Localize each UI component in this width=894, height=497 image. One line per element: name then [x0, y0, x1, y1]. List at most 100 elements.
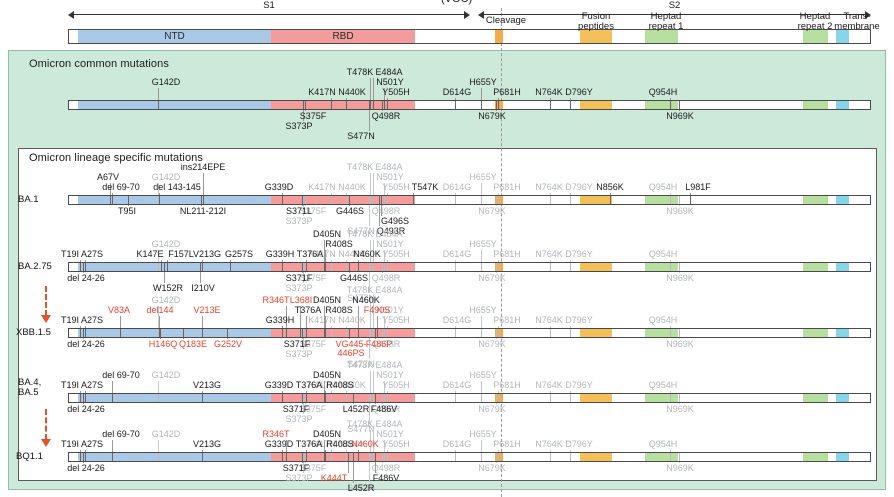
mutation-q498r-tick — [382, 101, 383, 109]
mutation-t376a-tick — [306, 329, 307, 337]
shared-mutation-n501y-leader — [384, 440, 385, 452]
mutation-s371f-tick — [302, 263, 303, 271]
shared-mutation-n764k-tick — [550, 329, 551, 337]
shared-mutation-y505h-label: Y505H — [382, 315, 410, 325]
lineage-bar-ba-1-segment-heptad-repeat-1 — [645, 196, 678, 204]
mutation-s371l-leader — [302, 205, 303, 206]
mutation-t19i-label: T19I — [60, 380, 80, 390]
mutation-r408s-leader — [325, 391, 326, 393]
shared-mutation-n501y-tick — [384, 329, 385, 337]
shared-mutation-q954h-label: Q954H — [648, 439, 678, 449]
mutation-d614g-leader — [455, 98, 456, 100]
shared-mutation-d796y-tick — [570, 196, 571, 204]
mutation-i210v-tick — [200, 263, 201, 271]
lineage-bar-ba-4-ba-5-segment-heptad-repeat-2 — [803, 394, 828, 402]
mutation-s371l-label: S371L — [285, 206, 313, 216]
shared-mutation-g142d-tick — [158, 453, 159, 461]
shared-mutation-e484a-label: E484A — [375, 162, 403, 172]
mutation-n440k-label: N440K — [338, 87, 366, 97]
s1-extent-arrow-right-arrowhead — [464, 10, 470, 19]
mutation-n679k-leader — [496, 110, 497, 111]
mutation-s375f-tick — [305, 101, 306, 109]
shared-mutation-d796y-label: D796Y — [565, 182, 593, 192]
shared-mutation-d614g-tick — [455, 394, 456, 402]
mutation-r408s-leader — [325, 316, 326, 328]
shared-mutation-p681h-tick — [498, 196, 499, 204]
lineage-bar-bq1-1-segment-ntd — [78, 453, 271, 461]
mutation-del144-label: del144 — [146, 305, 174, 315]
shared-mutation-s373p-label: S373P — [285, 216, 313, 226]
mutation-h146q-label: H146Q — [148, 339, 178, 349]
mutation-t547k-label: T547K — [411, 182, 439, 192]
shared-mutation-n679k-leader — [496, 338, 497, 339]
mutation-r346t-label: R346T — [262, 429, 290, 439]
shared-mutation-e484a-label: E484A — [375, 419, 403, 429]
mutation-g339d-tick — [282, 394, 283, 402]
shared-mutation-s375f-leader — [305, 403, 306, 404]
shared-mutation-n764k-leader — [550, 260, 551, 262]
shared-mutation-d796y-tick — [570, 453, 571, 461]
lineage-bar-ba-1-segment-heptad-repeat-2 — [803, 196, 828, 204]
mutation-del-69-70-leader — [112, 440, 113, 452]
mutation-del-24-26-label: del 24-26 — [67, 339, 105, 349]
shared-mutation-q954h-label: Q954H — [648, 182, 678, 192]
shared-mutation-d614g-tick — [455, 329, 456, 337]
lineage-bar-ba-2-75 — [68, 262, 871, 272]
mutation-nl211-212i-leader — [201, 205, 202, 206]
shared-mutation-h655y-label: H655Y — [469, 429, 497, 439]
shared-mutation-n764k-leader — [550, 391, 551, 393]
shared-mutation-p681h-leader — [498, 450, 499, 452]
shared-mutation-q954h-leader — [670, 260, 671, 262]
mutation-del-24-26-tick — [83, 263, 84, 271]
shared-mutation-s477n-leader — [369, 205, 370, 226]
shared-mutation-q498r-tick — [382, 196, 383, 204]
mutation-t376a-leader — [306, 391, 307, 393]
shared-mutation-s477n-label: S477N — [347, 424, 375, 434]
shared-mutation-g142d-tick — [158, 196, 159, 204]
shared-mutation-n440k-leader — [346, 391, 347, 393]
mutation-a27s-tick — [85, 453, 86, 461]
shared-mutation-e484a-tick — [373, 394, 374, 402]
shared-mutation-d614g-leader — [455, 391, 456, 393]
shared-mutation-n440k-label: N440K — [338, 249, 366, 259]
lineage-bar-ba-1-segment-fusion-peptides — [580, 196, 612, 204]
mutation-v213g-tick — [202, 394, 203, 402]
shared-mutation-s373p-leader — [303, 272, 304, 283]
mutation-t19i-leader — [80, 450, 81, 452]
mutation-q183e-label: Q183E — [178, 339, 208, 349]
shared-mutation-s375f-tick — [305, 329, 306, 337]
shared-mutation-n501y-label: N501Y — [376, 239, 404, 249]
shared-mutation-n501y-tick — [384, 196, 385, 204]
spike-schematic-bar-segment-heptad-repeat-1 — [645, 30, 678, 43]
shared-mutation-d614g-tick — [455, 196, 456, 204]
shared-mutation-n764k-leader — [550, 193, 551, 195]
mutation-q498r-label: Q498R — [371, 111, 401, 121]
mutation-n764k-leader — [550, 98, 551, 100]
mutation-del-69-70-tick — [112, 394, 113, 402]
mutation-d405n-tick — [324, 394, 325, 402]
mutation-t376a-leader — [306, 450, 307, 452]
mutation-v213g-tick — [202, 263, 203, 271]
mutation-t19i-label: T19I — [60, 439, 80, 449]
shared-mutation-p681h-label: P681H — [493, 380, 521, 390]
mutation-del-24-26-tick — [83, 329, 84, 337]
shared-mutation-y505h-tick — [387, 196, 388, 204]
shared-mutation-s373p-label: S373P — [285, 283, 313, 293]
shared-mutation-t478k-leader — [370, 430, 371, 452]
shared-mutation-d614g-label: D614G — [442, 439, 472, 449]
shared-mutation-k417n-label: K417N — [308, 315, 336, 325]
shared-mutation-q954h-tick — [670, 196, 671, 204]
shared-mutation-n501y-tick — [384, 394, 385, 402]
shared-mutation-s373p-label: S373P — [285, 414, 313, 424]
shared-mutation-t478k-leader — [370, 173, 371, 195]
shared-mutation-p681h-tick — [498, 263, 499, 271]
shared-mutation-s375f-leader — [305, 338, 306, 339]
lineage-descent-arrow-2-line — [45, 409, 47, 440]
mutation-e484a-label: E484A — [375, 67, 403, 77]
shared-mutation-k417n-leader — [331, 391, 332, 393]
shared-mutation-s477n-tick — [369, 453, 370, 461]
shared-mutation-k417n-tick — [331, 394, 332, 402]
mutation-t19i-tick — [80, 394, 81, 402]
shared-mutation-p681h-tick — [498, 394, 499, 402]
